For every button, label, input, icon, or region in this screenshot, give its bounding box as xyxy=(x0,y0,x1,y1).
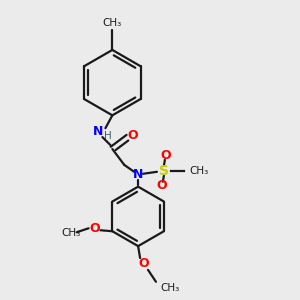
Text: N: N xyxy=(93,125,104,138)
Text: O: O xyxy=(157,179,167,192)
Text: O: O xyxy=(160,149,171,162)
Text: H: H xyxy=(103,131,111,141)
Text: O: O xyxy=(139,257,149,270)
Text: CH₃: CH₃ xyxy=(61,228,80,238)
Text: CH₃: CH₃ xyxy=(160,283,179,293)
Text: CH₃: CH₃ xyxy=(190,166,209,176)
Text: O: O xyxy=(128,129,139,142)
Text: N: N xyxy=(133,168,143,181)
Text: S: S xyxy=(159,164,169,178)
Text: CH₃: CH₃ xyxy=(103,18,122,28)
Text: O: O xyxy=(89,222,100,235)
